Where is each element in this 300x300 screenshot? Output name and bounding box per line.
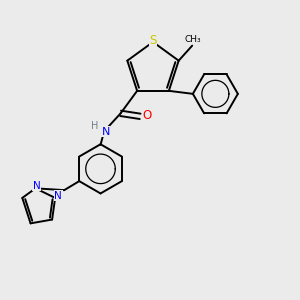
Text: N: N	[32, 181, 40, 191]
Text: N: N	[101, 127, 110, 137]
Text: S: S	[149, 34, 157, 47]
Text: O: O	[142, 109, 152, 122]
Text: CH₃: CH₃	[184, 34, 201, 43]
Text: H: H	[91, 121, 98, 131]
Text: N: N	[54, 190, 62, 200]
